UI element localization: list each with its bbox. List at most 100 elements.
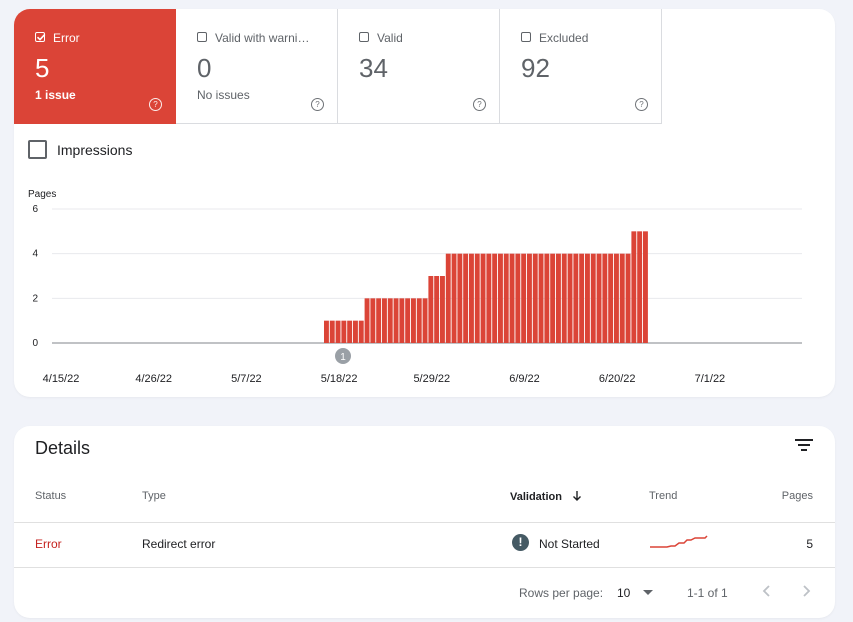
bar <box>416 298 422 343</box>
tile-excluded[interactable]: Excluded 92 ? <box>500 9 662 124</box>
bar <box>393 298 399 343</box>
tile-valid[interactable]: Valid 34 ? <box>338 9 500 124</box>
tile-label: Excluded <box>539 31 589 45</box>
chevron-left-icon[interactable] <box>761 583 773 599</box>
impressions-toggle[interactable]: Impressions <box>28 140 132 159</box>
tile-value: 0 <box>197 53 212 83</box>
bar <box>532 253 538 343</box>
bar <box>602 253 608 343</box>
row-status: Error <box>35 537 62 551</box>
bar <box>619 253 625 343</box>
summary-tiles: Error 5 1 issue ? Valid with warnin… 0 N… <box>14 9 662 124</box>
bar <box>509 253 515 343</box>
bar <box>480 253 486 343</box>
x-tick-label: 4/26/22 <box>135 373 172 385</box>
bar <box>538 253 544 343</box>
x-tick-label: 4/15/22 <box>43 373 80 385</box>
bar <box>428 276 434 343</box>
tile-value: 34 <box>359 53 388 83</box>
bar <box>579 253 585 343</box>
bar <box>358 320 364 343</box>
column-header-pages[interactable]: Pages <box>781 490 813 502</box>
bar <box>457 253 463 343</box>
bar <box>608 253 614 343</box>
pages-bar-chart: Pages 0 2 4 6 4/15/22 4/26/22 5/7/22 5/18/22 5/29… <box>28 189 802 385</box>
bar <box>364 298 370 343</box>
bar <box>643 231 648 343</box>
divider <box>14 567 835 568</box>
rows-per-page-label: Rows per page: <box>519 586 604 600</box>
bar <box>387 298 393 343</box>
bar <box>596 253 602 343</box>
checkbox-icon[interactable] <box>521 32 531 42</box>
bar <box>353 320 358 343</box>
column-header-status[interactable]: Status <box>35 490 67 502</box>
row-type: Redirect error <box>142 537 216 551</box>
bar <box>614 253 619 343</box>
bar <box>382 298 387 343</box>
bar <box>573 253 579 343</box>
help-icon[interactable]: ? <box>149 98 162 111</box>
row-pages: 5 <box>806 537 813 551</box>
x-tick-label: 5/29/22 <box>413 373 450 385</box>
tile-subtext: No issues <box>197 88 250 102</box>
coverage-card: Error 5 1 issue ? Valid with warnin… 0 N… <box>14 9 835 397</box>
divider <box>14 522 835 523</box>
bar <box>405 298 411 343</box>
sort-descending-icon <box>573 491 582 501</box>
bar <box>370 298 376 343</box>
annotation-label: 1 <box>340 352 346 363</box>
bar <box>341 320 347 343</box>
chevron-right-icon[interactable] <box>800 583 812 599</box>
checkbox-icon[interactable] <box>359 32 369 42</box>
bar <box>422 298 428 343</box>
bar <box>445 253 451 343</box>
row-validation: Not Started <box>539 537 600 551</box>
rows-per-page-value: 10 <box>617 586 631 600</box>
tile-label: Valid with warnin… <box>215 31 313 45</box>
column-header-type[interactable]: Type <box>142 490 166 502</box>
tile-subtext: 1 issue <box>35 88 76 102</box>
y-tick-label: 6 <box>32 204 38 215</box>
checkbox-icon[interactable] <box>197 32 207 42</box>
bar <box>329 320 335 343</box>
x-tick-label: 5/7/22 <box>231 373 262 385</box>
tile-value: 5 <box>35 53 50 83</box>
bar <box>399 298 405 343</box>
bar <box>411 298 416 343</box>
bar <box>561 253 567 343</box>
bar <box>347 320 353 343</box>
column-header-validation-label: Validation <box>510 491 562 503</box>
tile-error[interactable]: Error 5 1 issue ? <box>14 9 176 124</box>
bar <box>637 231 643 343</box>
bar <box>463 253 469 343</box>
x-tick-label: 6/9/22 <box>509 373 540 385</box>
bar <box>590 253 596 343</box>
details-card: Details Status Type Validation Trend Pag… <box>14 426 835 618</box>
help-icon[interactable]: ? <box>311 98 324 111</box>
bar <box>544 253 550 343</box>
tile-label: Valid <box>377 31 403 45</box>
help-icon[interactable]: ? <box>473 98 486 111</box>
tile-value: 92 <box>521 53 550 83</box>
impressions-checkbox[interactable] <box>28 140 47 159</box>
x-tick-label: 6/20/22 <box>599 373 636 385</box>
bar <box>527 253 532 343</box>
annotation-marker <box>335 348 351 364</box>
y-axis-label: Pages <box>28 189 56 200</box>
not-started-icon: ! <box>512 534 529 551</box>
tile-valid-with-warnings[interactable]: Valid with warnin… 0 No issues ? <box>176 9 338 124</box>
column-header-validation[interactable]: Validation <box>510 490 583 503</box>
bar <box>550 253 556 343</box>
filter-icon[interactable] <box>795 438 813 457</box>
bar <box>567 253 573 343</box>
help-icon[interactable]: ? <box>635 98 648 111</box>
bar <box>486 253 492 343</box>
bar <box>521 253 527 343</box>
trend-sparkline <box>650 535 708 548</box>
bar <box>585 253 590 343</box>
details-title: Details <box>35 438 91 458</box>
y-tick-label: 4 <box>32 249 38 260</box>
checkbox-checked-icon[interactable] <box>35 32 46 42</box>
bar <box>492 253 498 343</box>
